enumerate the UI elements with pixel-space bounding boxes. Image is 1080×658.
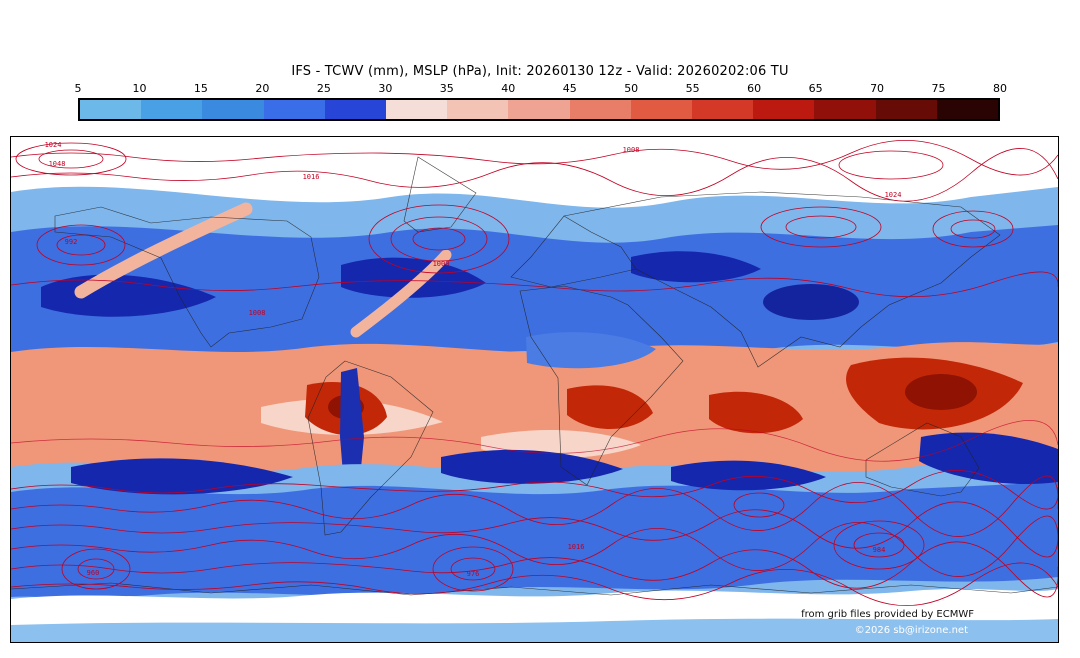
colorbar-tick-label: 35 [439,82,454,95]
colorbar-cell [508,100,570,119]
colorbar-tick-label: 30 [378,82,393,95]
moisture-streak-atlantic [350,249,452,338]
colorbar-tick-label: 15 [193,82,208,95]
tcwv-navy-saus [919,432,1058,485]
colorbar-tick-label: 60 [747,82,762,95]
colorbar-cell [447,100,509,119]
colorbar-tick-label: 50 [624,82,639,95]
coastlines [11,156,1058,596]
tcwv-core-indian [709,391,803,434]
tcwv-dry-sahara [526,332,656,369]
mslp-contours [11,140,1058,606]
colorbar-cell [753,100,815,119]
tcwv-navy-eurasia [631,251,761,283]
tcwv-south-blue [11,482,1058,598]
colorbar-tick-label: 45 [562,82,577,95]
colorbar-cell [814,100,876,119]
colorbar-cell [324,100,387,119]
colorbar-tick-label: 65 [808,82,823,95]
colorbar-tick-label: 70 [870,82,885,95]
colorbar-tick-label: 25 [316,82,331,95]
map-canvas [11,137,1058,642]
colorbar-cell [630,100,693,119]
colorbar-cell [141,100,203,119]
colorbar-tick-label: 40 [501,82,516,95]
tcwv-navy-satlantic [441,449,623,484]
colorbar-tick-label: 10 [132,82,147,95]
tcwv-navy-sindian [671,460,826,491]
colorbar-cell [875,100,937,119]
colorbar-cell [936,100,999,119]
colorbar-cell [202,100,264,119]
colorbar-tick-label: 75 [931,82,946,95]
tcwv-navy-tibet [763,284,859,320]
colorbar-cell [386,100,448,119]
tcwv-core-africa [567,385,653,429]
colorbar-tick-label: 80 [993,82,1007,95]
tcwv-deep-maritime [905,374,977,410]
page-title: IFS - TCWV (mm), MSLP (hPa), Init: 20260… [291,64,789,79]
colorbar-cell [569,100,631,119]
credits-source: from grib files provided by ECMWF [801,609,974,620]
colorbar-tick-label: 20 [255,82,270,95]
colorbar-tick-label: 55 [685,82,700,95]
colorbar-ticks: 5 10 15 20 25 30 35 40 45 50 55 60 65 70 75 80 [74,82,1008,95]
colorbar-cell [80,100,142,119]
tcwv-antarctic-fringe [11,618,1058,642]
tcwv-north-blue [11,225,1058,368]
credits-copyright: ©2026 sb@irizone.net [854,625,968,636]
colorbar [78,98,1000,121]
tcwv-navy-atlantic [341,257,486,298]
colorbar-cell [692,100,754,119]
colorbar-tick-label: 5 [74,82,82,95]
colorbar-cell [263,100,325,119]
weather-map: 1024 1048 1016 1008 1024 992 1000 1008 960 976 101… [10,136,1059,643]
